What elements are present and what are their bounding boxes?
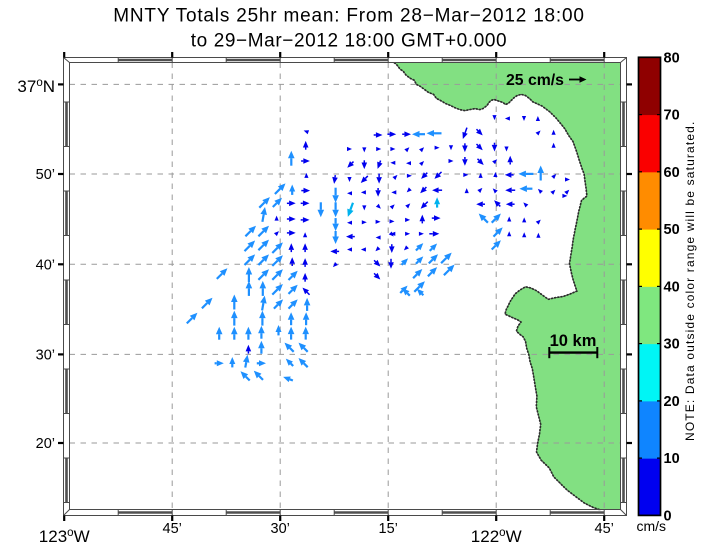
svg-text:50: 50 bbox=[664, 222, 680, 238]
svg-text:to 29−Mar−2012 18:00 GMT+0.000: to 29−Mar−2012 18:00 GMT+0.000 bbox=[191, 30, 507, 51]
svg-text:0: 0 bbox=[664, 508, 672, 524]
svg-text:40: 40 bbox=[664, 279, 680, 295]
svg-text:30’: 30’ bbox=[36, 348, 55, 364]
svg-text:30’: 30’ bbox=[271, 521, 290, 537]
svg-text:10: 10 bbox=[664, 451, 680, 467]
svg-text:122oW: 122oW bbox=[471, 527, 522, 546]
svg-text:cm/s: cm/s bbox=[637, 518, 667, 534]
svg-text:45’: 45’ bbox=[595, 521, 614, 537]
svg-text:20: 20 bbox=[664, 394, 680, 410]
svg-text:25 cm/s: 25 cm/s bbox=[506, 72, 564, 89]
svg-text:45’: 45’ bbox=[163, 521, 182, 537]
svg-text:50’: 50’ bbox=[36, 167, 55, 183]
svg-text:37oN: 37oN bbox=[17, 77, 55, 96]
svg-text:20’: 20’ bbox=[36, 436, 55, 452]
svg-text:80: 80 bbox=[664, 50, 680, 66]
svg-text:MNTY Totals 25hr mean: From 28: MNTY Totals 25hr mean: From 28−Mar−2012 … bbox=[113, 6, 584, 27]
svg-text:70: 70 bbox=[664, 108, 680, 124]
svg-text:60: 60 bbox=[664, 165, 680, 181]
svg-text:40’: 40’ bbox=[36, 257, 55, 273]
svg-text:15’: 15’ bbox=[379, 521, 398, 537]
svg-text:NOTE: Data outside color range: NOTE: Data outside color range will be s… bbox=[683, 121, 697, 441]
svg-text:30: 30 bbox=[664, 337, 680, 353]
svg-text:10 km: 10 km bbox=[550, 332, 597, 350]
svg-text:123oW: 123oW bbox=[39, 527, 90, 546]
